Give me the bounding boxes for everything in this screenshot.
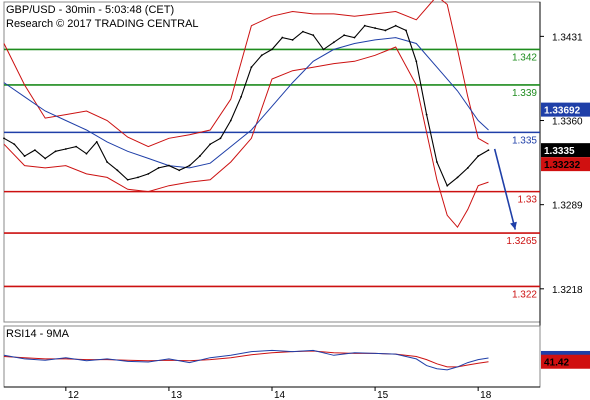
price-point — [281, 36, 284, 39]
level-label: 1.3265 — [506, 236, 537, 247]
x-tick-label: 15 — [377, 390, 389, 400]
price-point — [394, 24, 397, 27]
rsi-tag-bg — [541, 354, 590, 369]
price-point — [13, 143, 16, 146]
price-point — [322, 48, 325, 51]
price-point — [229, 119, 232, 122]
bollinger-upper-line — [3, 0, 489, 148]
x-tick-label: 12 — [68, 390, 80, 400]
x-tick-label: 18 — [480, 390, 492, 400]
level-label: 1.342 — [512, 52, 537, 63]
moving-average-line — [3, 37, 489, 169]
price-point — [405, 29, 407, 32]
price-point — [415, 60, 418, 63]
rsi-line — [3, 349, 489, 371]
price-point — [312, 34, 315, 37]
level-label: 1.335 — [512, 135, 537, 146]
price-point — [147, 172, 150, 175]
price-point — [168, 164, 170, 167]
bollinger-lower-line — [3, 46, 489, 229]
price-point — [271, 48, 273, 51]
price-point — [198, 155, 201, 157]
price-point — [466, 167, 469, 169]
price-point — [209, 143, 212, 146]
price-line — [3, 25, 489, 187]
level-label: 1.339 — [512, 88, 537, 99]
price-point — [34, 149, 36, 152]
price-point — [157, 167, 160, 169]
price-point — [85, 152, 88, 155]
rsi-group — [3, 349, 489, 371]
price-point — [64, 148, 67, 150]
price-point — [137, 176, 139, 179]
price-point — [487, 149, 490, 152]
price-point — [54, 150, 57, 153]
price-point — [353, 36, 356, 39]
price-tag: 1.3335 — [544, 146, 575, 157]
price-point — [302, 30, 304, 33]
price-tag-bg — [541, 157, 590, 172]
price-point — [116, 169, 119, 172]
price-point — [95, 140, 98, 143]
price-point — [291, 39, 294, 41]
forecast-arrow-head — [510, 221, 517, 230]
price-tag: 1.33692 — [544, 106, 581, 117]
price-point — [436, 161, 438, 163]
price-point — [106, 161, 108, 163]
axis-ticks: 1.3431 1.3360 1.3289 1.3218 12 13 14 15 18 — [65, 32, 583, 400]
price-point — [178, 169, 181, 172]
chart-title: GBP/USD - 30min - 5:03:48 (CET) — [6, 4, 174, 16]
forecast-arrow-line — [493, 148, 517, 230]
level-label: 1.33 — [518, 195, 538, 206]
price-point — [343, 34, 346, 37]
chart-credit: Research © 2017 TRADING CENTRAL — [6, 18, 199, 30]
price-point — [250, 66, 253, 69]
price-point — [456, 176, 459, 179]
price-point — [126, 178, 129, 181]
y-tick-label: 1.3289 — [552, 201, 583, 212]
y-tick-label: 1.3360 — [552, 117, 583, 128]
price-point — [374, 27, 376, 29]
price-point — [446, 184, 449, 187]
price-point — [477, 155, 480, 157]
level-label: 1.322 — [512, 289, 537, 300]
price-point — [23, 155, 26, 157]
price-point — [44, 157, 47, 160]
price-tag: 1.33232 — [544, 160, 581, 171]
price-point — [425, 113, 428, 116]
price-tag-bg — [541, 102, 590, 117]
price-point — [3, 137, 5, 140]
y-tick-label: 1.3431 — [552, 32, 583, 43]
price-tag-bg — [541, 143, 590, 158]
price-point — [188, 164, 191, 167]
price-point — [363, 24, 366, 27]
price-point — [240, 95, 242, 98]
price-point — [384, 29, 387, 32]
price-point — [332, 41, 335, 44]
price-point — [75, 145, 78, 148]
series-group — [3, 0, 517, 230]
price-point — [260, 54, 263, 57]
rsi-panel-label: RSI14 - 9MA — [6, 328, 70, 340]
x-tick-label: 14 — [274, 390, 286, 400]
y-tick-label: 1.3218 — [552, 285, 583, 296]
price-point — [219, 137, 222, 140]
rsi-tag: 41.42 — [544, 358, 569, 369]
x-tick-label: 13 — [171, 390, 183, 400]
